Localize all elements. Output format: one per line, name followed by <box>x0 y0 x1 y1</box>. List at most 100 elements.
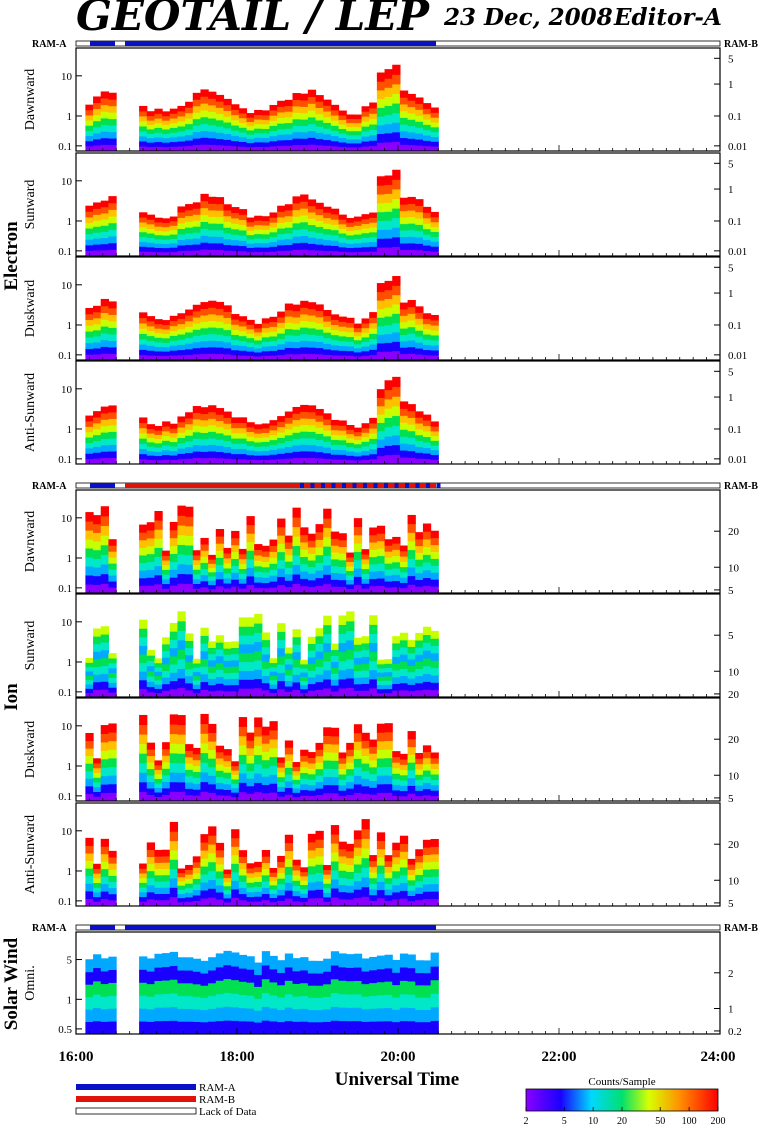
spectrogram-cell <box>353 327 363 333</box>
spectrogram-cell <box>93 887 102 893</box>
spectrogram-cell <box>399 835 409 845</box>
spectrogram-cell <box>300 106 309 114</box>
spectrogram-cell <box>277 228 286 235</box>
spectrogram-cell <box>361 346 370 352</box>
spectrogram-cell <box>200 791 209 802</box>
spectrogram-cell <box>93 994 102 1008</box>
spectrogram-cell <box>238 868 248 876</box>
spectrogram-cell <box>146 316 156 322</box>
spectrogram-cell <box>100 767 109 777</box>
ram-bar-ion-stripes <box>300 483 441 488</box>
spectrogram-cell <box>384 289 393 299</box>
spectrogram-cell <box>185 750 194 758</box>
spectrogram-cell <box>422 861 432 870</box>
spectrogram-cell <box>254 560 263 567</box>
spectrogram-cell <box>269 692 278 698</box>
spectrogram-cell <box>162 781 171 789</box>
spectrogram-cell <box>277 311 286 318</box>
spectrogram-cell <box>200 327 209 335</box>
spectrogram-cell <box>369 982 378 996</box>
spectrogram-cell <box>162 351 171 357</box>
spectrogram-cell <box>169 113 179 119</box>
spectrogram-cell <box>231 109 240 116</box>
spectrogram-cell <box>415 127 424 134</box>
spectrogram-cell <box>300 457 309 465</box>
spectrogram-cell <box>200 109 209 118</box>
spectrogram-cell <box>185 887 194 893</box>
spectrogram-cell <box>300 307 309 315</box>
spectrogram-cell <box>146 898 156 907</box>
spectrogram-cell <box>215 655 225 664</box>
spectrogram-cell <box>100 846 109 855</box>
spectrogram-cell <box>369 422 378 429</box>
spectrogram-cell <box>246 125 255 131</box>
spectrogram-cell <box>392 842 401 851</box>
spectrogram-cell <box>169 585 179 594</box>
spectrogram-cell <box>315 101 324 108</box>
spectrogram-cell <box>177 222 186 229</box>
spectrogram-cell <box>430 645 439 654</box>
spectrogram-cell <box>407 112 416 120</box>
spectrogram-cell <box>93 791 102 797</box>
spectrogram-cell <box>323 348 332 355</box>
spectrogram-cell <box>93 244 102 251</box>
spectrogram-cell <box>261 1020 271 1035</box>
colorbar-tick-label: 200 <box>711 1116 726 1127</box>
spectrogram-cell <box>430 565 439 573</box>
spectrogram-cell <box>146 233 156 239</box>
spectrogram-cell <box>208 137 217 145</box>
spectrogram-cell <box>154 993 163 1008</box>
spectrogram-cell <box>261 220 271 226</box>
colorbar-tick-label: 5 <box>562 1116 567 1127</box>
spectrogram-cell <box>277 349 286 356</box>
spectrogram-cell <box>85 437 94 443</box>
spectrogram-cell <box>254 582 263 589</box>
spectrogram-cell <box>93 114 102 122</box>
spectrogram-cell <box>369 145 378 152</box>
spectrogram-cell <box>200 544 209 551</box>
spectrogram-cell <box>154 221 163 227</box>
spectrogram-cell <box>323 971 332 985</box>
spectrogram-cell <box>369 787 378 795</box>
spectrogram-cell <box>185 883 194 889</box>
ram-bar-ion-stripe <box>384 483 388 488</box>
spectrogram-cell <box>330 439 340 445</box>
spectrogram-cell <box>139 1021 148 1035</box>
spectrogram-cell <box>361 583 370 589</box>
spectrogram-cell <box>422 447 432 454</box>
spectrogram-cell <box>361 228 370 234</box>
spectrogram-cell <box>169 127 179 133</box>
ram-bar-ion-stripe <box>352 483 357 488</box>
spectrogram-cell <box>231 217 240 224</box>
spectrogram-cell <box>369 585 378 594</box>
spectrogram-cell <box>192 878 202 885</box>
spectrogram-cell <box>223 754 232 762</box>
spectrogram-cell <box>261 346 271 352</box>
spectrogram-cell <box>300 969 309 984</box>
spectrogram-cell <box>369 107 378 114</box>
spectrogram-cell <box>407 106 416 114</box>
spectrogram-cell <box>246 422 255 428</box>
spectrogram-cell <box>100 200 109 208</box>
x-tick-label-0: 16:00 <box>59 1049 94 1065</box>
spectrogram-cell <box>307 302 317 310</box>
spectrogram-cell <box>108 411 117 419</box>
spectrogram-cell <box>139 554 148 564</box>
spectrogram-cell <box>315 864 324 874</box>
spectrogram-cell <box>369 246 378 252</box>
spectrogram-cell <box>330 727 340 737</box>
spectrogram-cell <box>85 348 94 355</box>
spectrogram-cell <box>108 856 117 864</box>
spectrogram-cell <box>422 577 432 586</box>
spectrogram-cell <box>93 666 102 675</box>
spectrogram-cell <box>361 218 370 224</box>
spectrogram-cell <box>346 425 355 430</box>
spectrogram-cell <box>238 136 248 142</box>
spectrogram-cell <box>200 438 209 446</box>
spectrogram-cell <box>185 744 194 751</box>
spectrogram-cell <box>154 455 163 461</box>
spectrogram-cell <box>353 683 363 691</box>
spectrogram-cell <box>338 586 347 594</box>
spectrogram-cell <box>407 417 416 425</box>
spectrogram-cell <box>231 993 240 1008</box>
